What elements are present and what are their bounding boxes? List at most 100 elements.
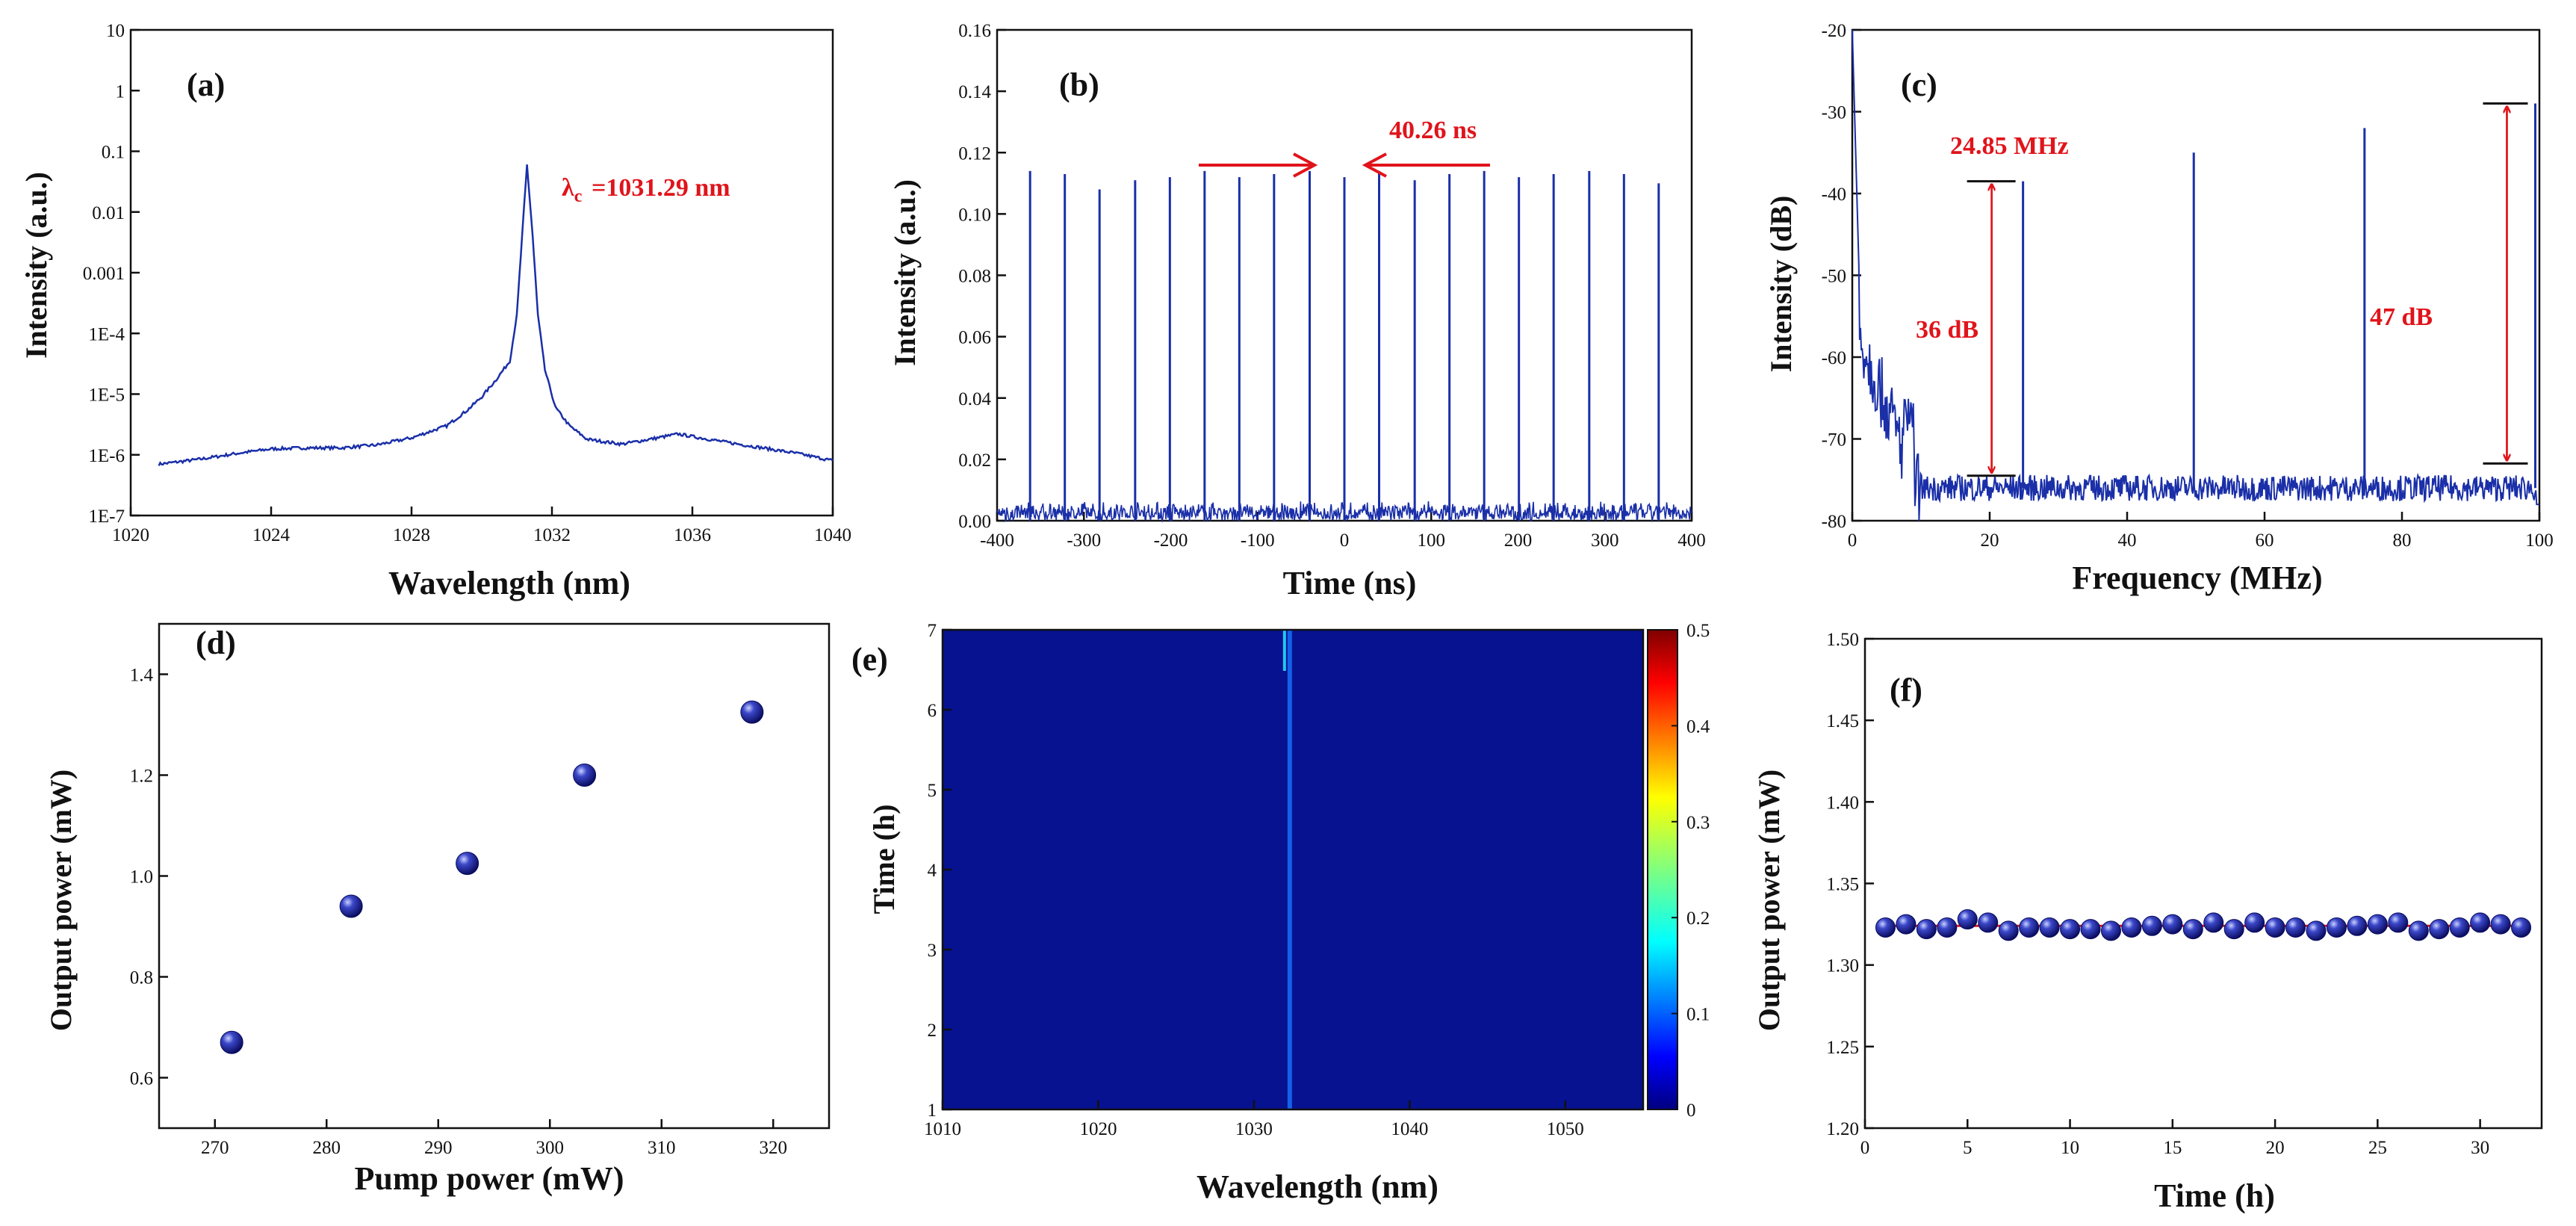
b-xtick-label: 400 xyxy=(1677,530,1706,551)
d-ytick-label: 1.0 xyxy=(130,867,153,888)
c-ytick-label: -70 xyxy=(1822,430,1846,451)
d-xlabel: Pump power (mW) xyxy=(355,1160,624,1197)
f-panel-label: (f) xyxy=(1890,672,1922,708)
f-data-point xyxy=(1957,909,1978,930)
f-data-point xyxy=(2039,917,2060,938)
f-data-point xyxy=(2121,917,2142,938)
e-xtick-label: 1040 xyxy=(1391,1119,1428,1139)
e-ytick-label: 4 xyxy=(928,861,937,881)
c-annotations: 24.85 MHz 36 dB 47 dB xyxy=(1916,102,2528,477)
c-axes: 0 20 40 60 80 100 -80 -70 -60 -50 -40 -30 -20 xyxy=(1822,21,2554,551)
f-data-point xyxy=(1875,917,1896,938)
e-xtick-label: 1050 xyxy=(1547,1119,1584,1139)
e-colorbar-label: 0.4 xyxy=(1686,716,1710,737)
f-data-point xyxy=(2244,912,2265,933)
a-peak-annotation: λc =1031.29 nm xyxy=(562,174,730,206)
d-ytick-label: 0.6 xyxy=(130,1069,153,1089)
d-scatter-points xyxy=(220,700,764,1054)
f-xtick-label: 10 xyxy=(2061,1138,2079,1158)
f-data-point xyxy=(1937,917,1958,938)
c-panel-label: (c) xyxy=(1901,66,1937,103)
panel-d-output-vs-pump: 270 280 290 300 310 320 0.6 0.8 1.0 1.2 1.4 (d) Pu… xyxy=(44,622,831,1197)
a-ytick-label: 0.01 xyxy=(92,203,125,223)
f-data-point xyxy=(2100,920,2121,941)
f-data-point xyxy=(2019,917,2040,938)
f-xtick-label: 20 xyxy=(2266,1138,2285,1158)
b-ylabel: Intensity (a.u.) xyxy=(888,179,922,366)
b-period-annotation: 40.26 ns xyxy=(1199,117,1490,165)
f-ytick-label: 1.45 xyxy=(1826,711,1859,731)
a-xtick-label: 1036 xyxy=(674,525,711,545)
c-frame xyxy=(1851,28,2541,522)
f-data-point xyxy=(2306,920,2327,941)
f-xtick-label: 30 xyxy=(2471,1138,2489,1158)
c-annotation-frequency: 24.85 MHz xyxy=(1950,132,2069,160)
f-xtick-label: 0 xyxy=(1860,1138,1870,1158)
f-data-point xyxy=(1998,920,2019,941)
a-ytick-label: 1E-6 xyxy=(88,446,125,466)
a-annotation-symbol: λc xyxy=(562,174,583,206)
e-colorbar-label: 0.2 xyxy=(1686,908,1710,929)
c-ytick-label: -40 xyxy=(1822,185,1846,205)
a-ylabel: Intensity (a.u.) xyxy=(19,172,53,359)
a-ytick-label: 1 xyxy=(116,81,125,102)
f-ytick-label: 1.35 xyxy=(1826,875,1859,895)
a-ytick-label: 1E-4 xyxy=(88,324,125,344)
e-lasing-line xyxy=(1287,630,1292,1109)
f-ytick-label: 1.30 xyxy=(1826,956,1859,976)
e-ytick-label: 3 xyxy=(928,941,937,961)
c-ytick-label: -80 xyxy=(1822,512,1846,532)
e-xlabel: Wavelength (nm) xyxy=(1197,1168,1438,1205)
b-ytick-label: 0.00 xyxy=(958,512,991,532)
f-data-point xyxy=(2367,914,2388,935)
a-ytick-label: 1E-5 xyxy=(88,386,125,406)
a-xtick-label: 1028 xyxy=(393,525,430,545)
d-frame xyxy=(158,622,831,1130)
f-data-point xyxy=(2060,919,2081,940)
e-ylabel: Time (h) xyxy=(867,804,901,914)
e-ytick-label: 6 xyxy=(928,701,937,721)
d-data-point xyxy=(573,764,597,787)
d-xtick-label: 270 xyxy=(201,1138,229,1158)
e-colorbar-label: 0.5 xyxy=(1686,621,1710,641)
a-xtick-label: 1040 xyxy=(814,525,851,545)
b-xtick-label: 0 xyxy=(1340,530,1350,551)
c-ytick-label: -50 xyxy=(1822,267,1846,287)
d-data-point xyxy=(740,700,764,724)
d-ytick-label: 1.4 xyxy=(130,666,154,686)
e-heatmap-background xyxy=(943,630,1643,1109)
c-xlabel: Frequency (MHz) xyxy=(2072,560,2322,596)
b-ytick-label: 0.16 xyxy=(958,21,991,41)
d-data-point xyxy=(220,1030,243,1054)
a-ytick-label: 1E-7 xyxy=(88,507,125,527)
f-ytick-label: 1.25 xyxy=(1826,1038,1859,1058)
d-data-point xyxy=(456,852,479,876)
b-annotation-text: 40.26 ns xyxy=(1389,117,1477,144)
f-data-point xyxy=(2347,915,2368,936)
f-data-point xyxy=(2080,919,2101,940)
e-xtick-label: 1010 xyxy=(924,1119,961,1139)
f-data-point xyxy=(1978,912,1999,933)
f-xtick-label: 25 xyxy=(2368,1138,2387,1158)
f-data-point xyxy=(2162,914,2183,935)
b-xtick-label: -200 xyxy=(1154,530,1188,551)
e-ytick-label: 2 xyxy=(928,1021,937,1041)
b-xtick-label: 200 xyxy=(1504,530,1533,551)
panel-b-pulse-train: -400 -300 -200 -100 0 100 200 300 400 0.00 0.02 0.0… xyxy=(888,21,1706,601)
f-data-point xyxy=(2388,912,2409,933)
panel-e-spectral-stability-map: 1010 1020 1030 1040 1050 1 2 3 4 5 6 7 0 0.1 0.2 0.3 0.4… xyxy=(851,621,1710,1205)
b-xlabel: Time (ns) xyxy=(1283,565,1417,601)
d-panel-label: (d) xyxy=(196,625,236,661)
c-ytick-label: -30 xyxy=(1822,103,1846,123)
b-ytick-label: 0.04 xyxy=(958,389,991,409)
e-ytick-label: 7 xyxy=(928,621,937,641)
f-data-point xyxy=(2326,917,2347,938)
e-colorbar-label: 0.1 xyxy=(1686,1005,1710,1025)
e-xtick-label: 1020 xyxy=(1079,1119,1117,1139)
b-ytick-label: 0.12 xyxy=(958,143,991,164)
b-ytick-label: 0.02 xyxy=(958,451,991,471)
b-pulse-train-line xyxy=(996,170,1692,523)
panel-c-rf-spectrum: 0 20 40 60 80 100 -80 -70 -60 -50 -40 -30 -20 (c) 24… xyxy=(1764,21,2554,596)
f-data-point xyxy=(2223,919,2244,940)
